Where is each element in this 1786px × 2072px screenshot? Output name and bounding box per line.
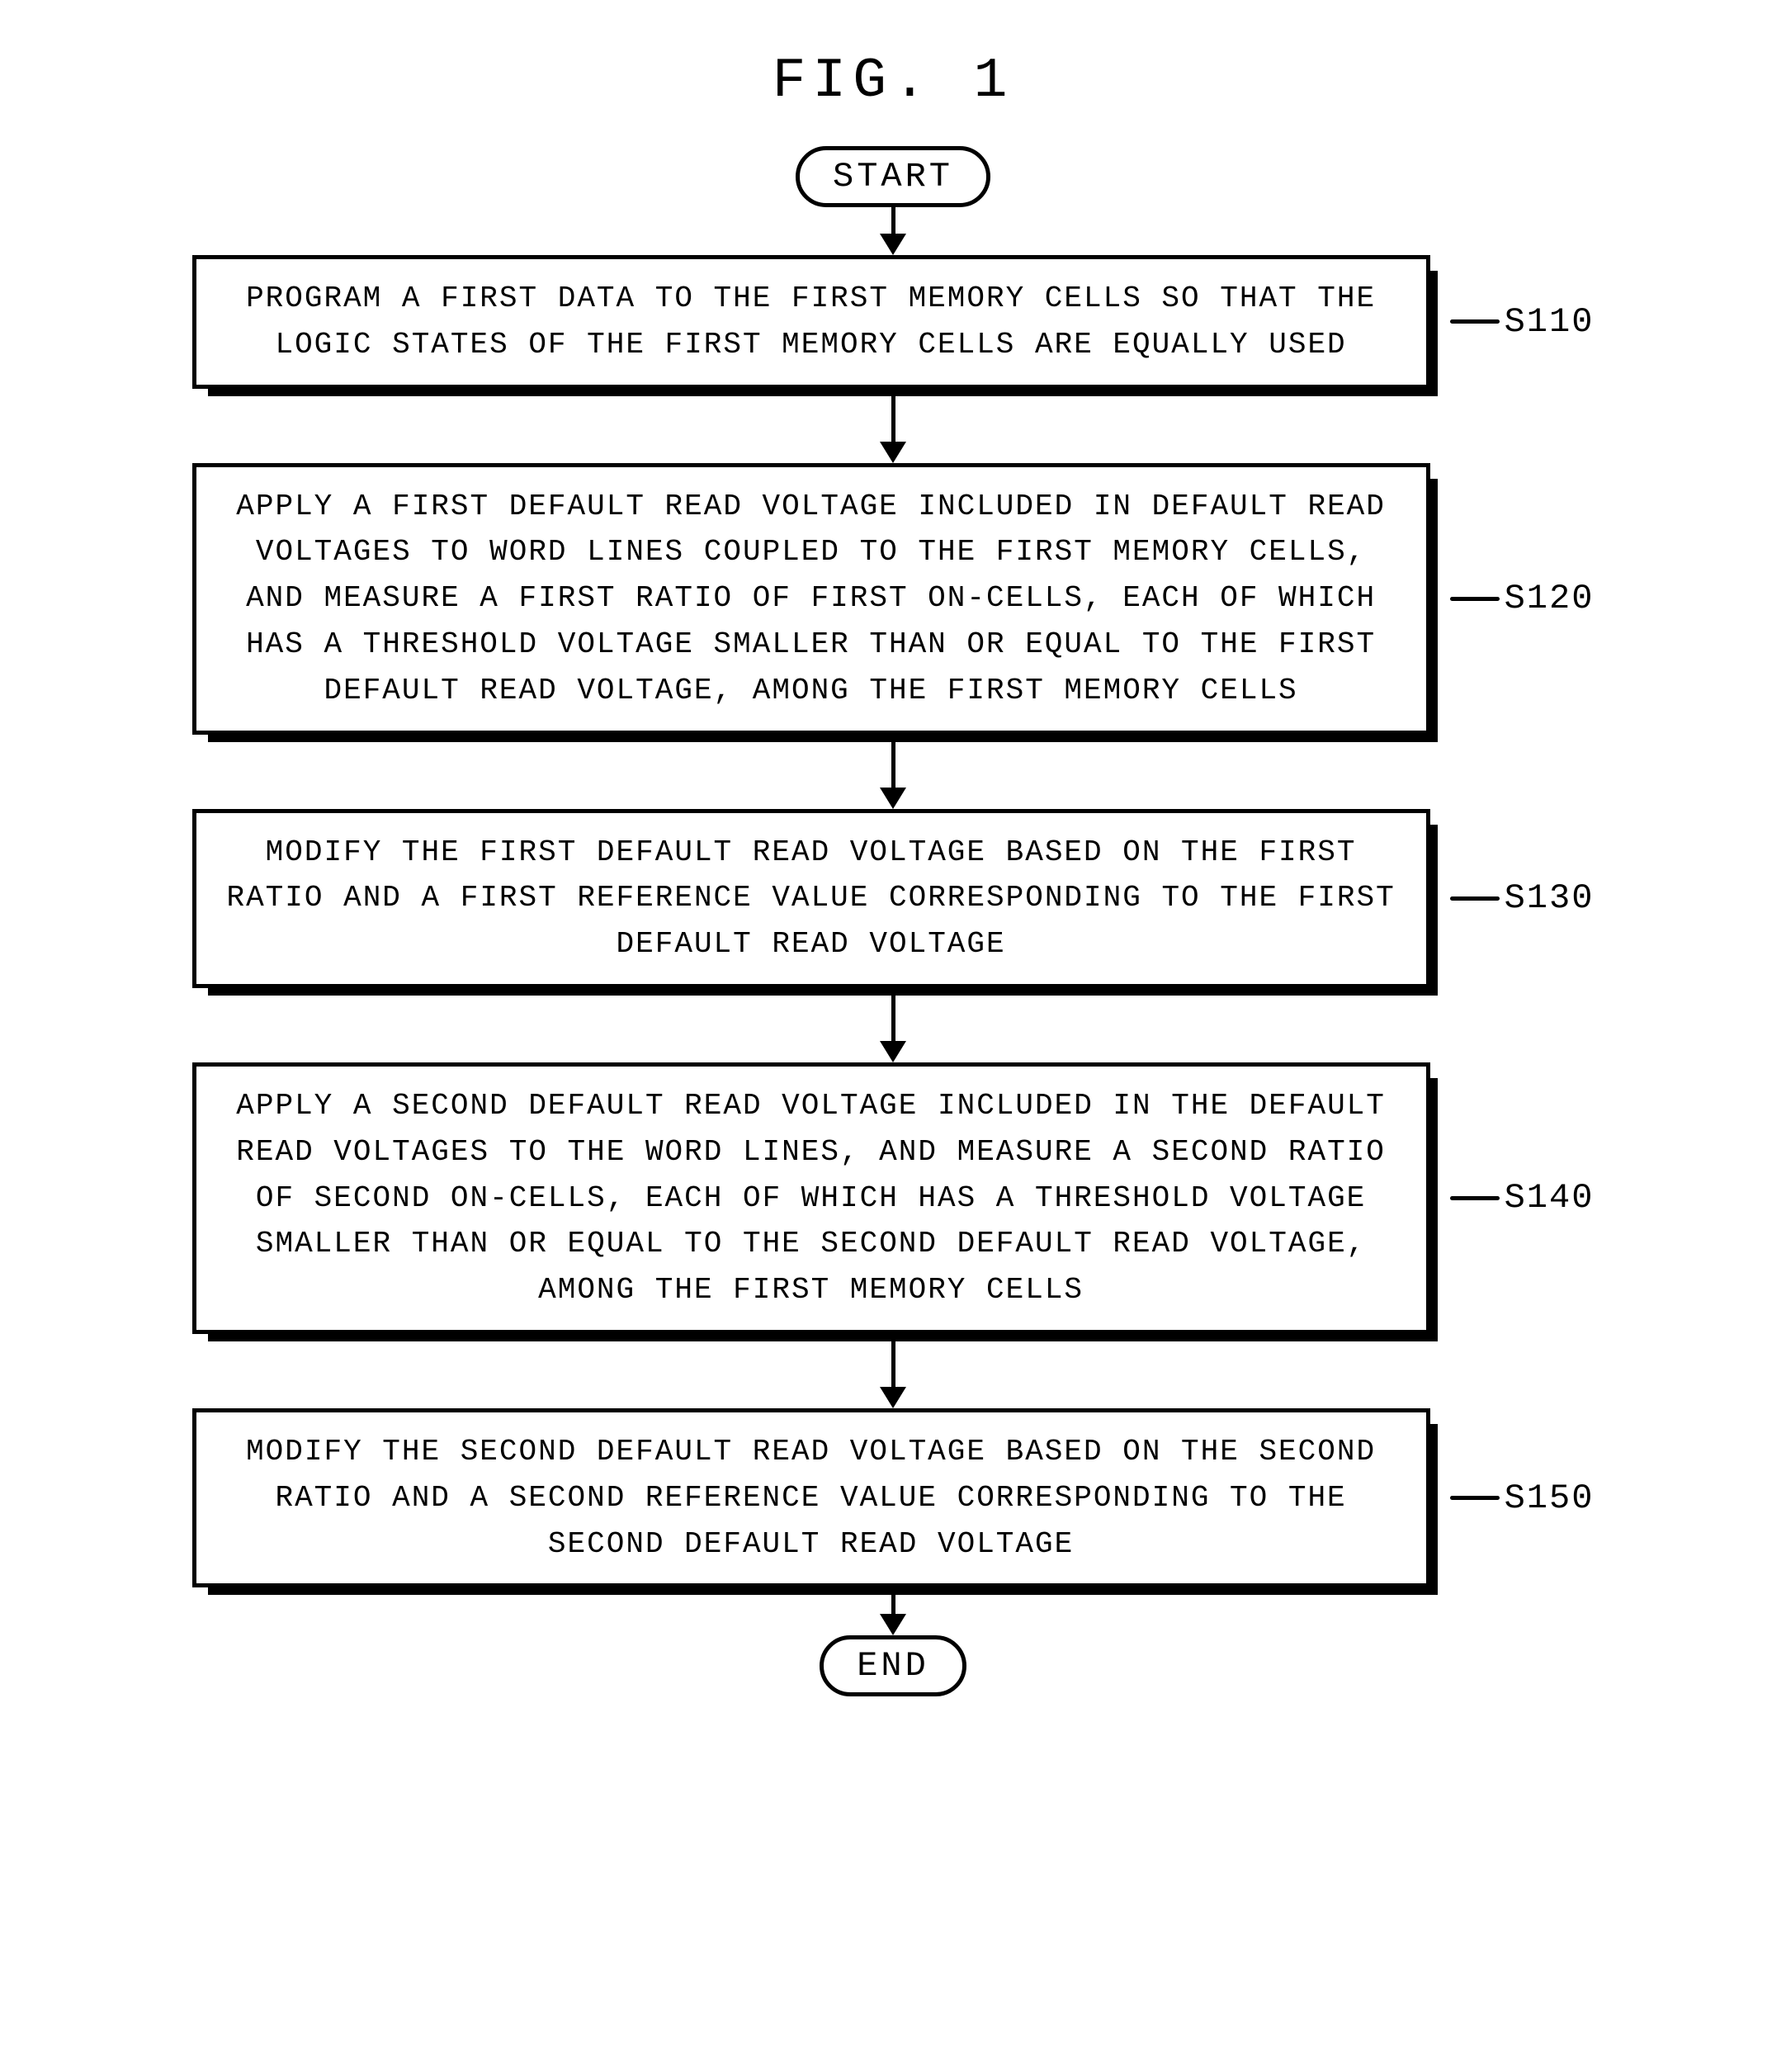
end-terminator: END <box>820 1635 966 1696</box>
figure-title: FIG. 1 <box>83 50 1703 113</box>
step-label: S120 <box>1505 579 1595 618</box>
step-box: MODIFY THE FIRST DEFAULT READ VOLTAGE BA… <box>192 809 1430 988</box>
arrow-head-icon <box>880 1387 906 1408</box>
step-row: MODIFY THE FIRST DEFAULT READ VOLTAGE BA… <box>83 809 1703 988</box>
lead-line <box>1450 896 1500 901</box>
step-row: PROGRAM A FIRST DATA TO THE FIRST MEMORY… <box>83 255 1703 389</box>
flowchart: START PROGRAM A FIRST DATA TO THE FIRST … <box>83 146 1703 1696</box>
step-label-wrap: S130 <box>1450 878 1595 918</box>
step-row: APPLY A FIRST DEFAULT READ VOLTAGE INCLU… <box>83 463 1703 735</box>
arrow-shaft <box>891 988 895 1041</box>
step-box: MODIFY THE SECOND DEFAULT READ VOLTAGE B… <box>192 1408 1430 1587</box>
arrow <box>880 1334 906 1408</box>
arrow <box>880 735 906 809</box>
step-label-wrap: S110 <box>1450 302 1595 342</box>
arrow-shaft <box>891 1334 895 1387</box>
step-box: PROGRAM A FIRST DATA TO THE FIRST MEMORY… <box>192 255 1430 389</box>
step-box: APPLY A SECOND DEFAULT READ VOLTAGE INCL… <box>192 1062 1430 1334</box>
start-terminator: START <box>796 146 990 207</box>
step-row: MODIFY THE SECOND DEFAULT READ VOLTAGE B… <box>83 1408 1703 1587</box>
step-label-wrap: S150 <box>1450 1478 1595 1518</box>
arrow <box>880 389 906 463</box>
arrow-head-icon <box>880 1041 906 1062</box>
arrow-head-icon <box>880 442 906 463</box>
step-row: APPLY A SECOND DEFAULT READ VOLTAGE INCL… <box>83 1062 1703 1334</box>
step-label: S150 <box>1505 1478 1595 1518</box>
arrow <box>880 1587 906 1635</box>
lead-line <box>1450 1496 1500 1500</box>
arrow-head-icon <box>880 1614 906 1635</box>
lead-line <box>1450 597 1500 601</box>
step-label: S110 <box>1505 302 1595 342</box>
step-label-wrap: S120 <box>1450 579 1595 618</box>
arrow-head-icon <box>880 788 906 809</box>
step-box: APPLY A FIRST DEFAULT READ VOLTAGE INCLU… <box>192 463 1430 735</box>
arrow <box>880 988 906 1062</box>
step-label: S140 <box>1505 1178 1595 1218</box>
arrow-head-icon <box>880 234 906 255</box>
arrow-shaft <box>891 207 895 234</box>
step-label-wrap: S140 <box>1450 1178 1595 1218</box>
arrow <box>880 207 906 255</box>
arrow-shaft <box>891 1587 895 1614</box>
arrow-shaft <box>891 735 895 788</box>
lead-line <box>1450 1196 1500 1200</box>
step-label: S130 <box>1505 878 1595 918</box>
arrow-shaft <box>891 389 895 442</box>
lead-line <box>1450 319 1500 324</box>
